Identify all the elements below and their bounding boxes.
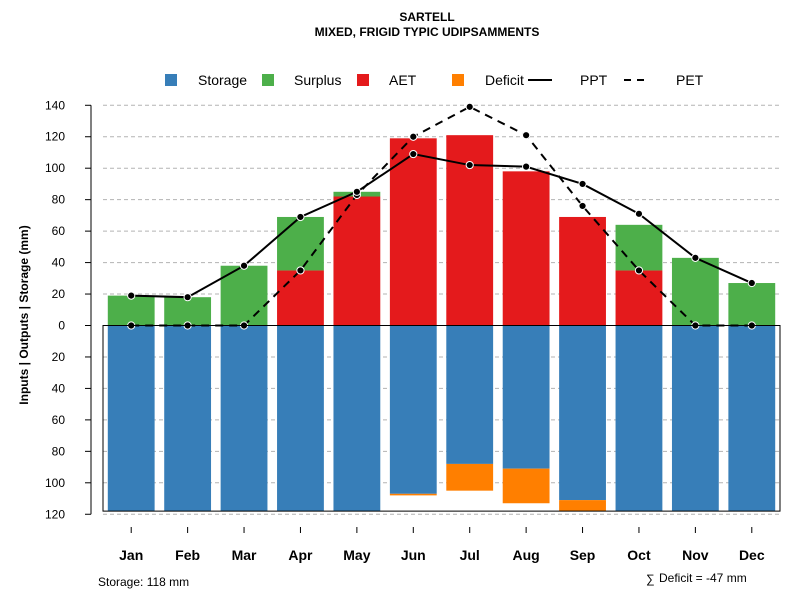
bar-deficit-sep <box>559 500 606 512</box>
bar-surplus-dec <box>728 283 776 326</box>
legend-label-aet: AET <box>389 72 417 88</box>
point-pet-jul <box>465 102 474 111</box>
x-tick-label-jul: Jul <box>460 547 480 563</box>
bar-aet-may <box>333 196 381 326</box>
y-tick-label--60: 60 <box>52 413 66 427</box>
legend-label-surplus: Surplus <box>294 72 341 88</box>
x-tick-label-jan: Jan <box>119 547 143 563</box>
deficit-annotation: Deficit = -47 mm <box>659 571 747 585</box>
deficit-sum-symbol: ∑ <box>646 572 655 586</box>
y-tick-label--40: 40 <box>52 381 66 395</box>
legend-swatch-aet <box>357 74 369 86</box>
point-ppt-jun <box>409 149 418 159</box>
legend-label-deficit: Deficit <box>485 72 524 88</box>
bar-surplus-nov <box>671 257 719 326</box>
bar-aet-aug <box>502 171 550 326</box>
y-tick-label-80: 80 <box>52 193 66 207</box>
y-axis-label: Inputs | Outputs | Storage (mm) <box>17 225 31 404</box>
point-ppt-jul <box>465 160 474 170</box>
y-tick-label-60: 60 <box>52 224 66 238</box>
legend-label-ppt: PPT <box>580 72 608 88</box>
legend-swatch-storage <box>165 74 177 86</box>
y-tick-label-0: 0 <box>58 319 65 333</box>
legend-swatch-deficit <box>452 74 464 86</box>
point-pet-aug <box>522 131 531 140</box>
point-pet-oct <box>634 266 644 275</box>
bar-storage-aug <box>502 325 550 469</box>
point-ppt-jan <box>127 291 136 300</box>
x-tick-label-aug: Aug <box>513 547 540 563</box>
point-ppt-mar <box>239 261 249 270</box>
y-tick-label-140: 140 <box>45 98 65 112</box>
bar-surplus-mar <box>220 265 268 326</box>
point-ppt-may <box>352 187 361 196</box>
bar-surplus-feb <box>164 297 212 326</box>
y-tick-label--80: 80 <box>52 444 66 458</box>
bar-surplus-apr <box>277 216 324 271</box>
point-ppt-apr <box>296 212 305 222</box>
point-ppt-dec <box>747 278 756 288</box>
bar-deficit-jul <box>446 463 494 491</box>
point-ppt-feb <box>183 293 192 302</box>
bar-storage-may <box>333 325 381 512</box>
legend-swatch-surplus <box>262 74 274 86</box>
bar-aet-sep <box>559 216 606 326</box>
x-tick-label-sep: Sep <box>570 547 596 563</box>
point-ppt-sep <box>578 179 587 189</box>
bar-surplus-oct <box>615 224 663 271</box>
bar-aet-apr <box>277 270 324 326</box>
storage-annotation: Storage: 118 mm <box>98 575 189 589</box>
y-tick-label-40: 40 <box>52 256 66 270</box>
x-tick-label-jun: Jun <box>401 547 426 563</box>
y-tick-label--20: 20 <box>52 350 66 364</box>
x-tick-label-mar: Mar <box>232 547 257 563</box>
bars <box>107 135 776 512</box>
x-tick-label-may: May <box>343 547 370 563</box>
bar-surplus-jan <box>107 295 155 326</box>
point-pet-apr <box>296 266 305 275</box>
x-tick-label-dec: Dec <box>739 547 765 563</box>
bar-storage-dec <box>728 325 776 512</box>
chart-title: SARTELL <box>399 10 454 24</box>
x-tick-label-oct: Oct <box>627 547 651 563</box>
legend: Storage Surplus AET Deficit PPT PET <box>165 72 704 88</box>
bar-storage-sep <box>559 325 606 501</box>
bar-deficit-aug <box>502 468 550 504</box>
legend-label-storage: Storage <box>198 72 247 88</box>
x-tick-label-feb: Feb <box>175 547 200 563</box>
point-ppt-aug <box>522 162 531 171</box>
bar-storage-feb <box>164 325 212 512</box>
x-tick-label-nov: Nov <box>682 547 709 563</box>
bar-storage-jun <box>389 325 437 494</box>
y-tick-label-100: 100 <box>45 161 65 175</box>
point-ppt-nov <box>691 253 700 262</box>
storage-frame <box>102 325 781 512</box>
legend-label-pet: PET <box>676 72 704 88</box>
point-pet-sep <box>578 201 587 211</box>
bar-storage-jan <box>107 325 155 512</box>
point-pet-jun <box>409 132 418 141</box>
bar-storage-apr <box>277 325 324 512</box>
y-tick-label--120: 120 <box>45 507 65 521</box>
y-tick-label--100: 100 <box>45 476 65 490</box>
x-tick-label-apr: Apr <box>288 547 313 563</box>
bar-deficit-jun <box>389 493 437 496</box>
gridlines <box>103 104 780 515</box>
bar-storage-jul <box>446 325 494 464</box>
chart-subtitle: MIXED, FRIGID TYPIC UDIPSAMMENTS <box>315 25 540 39</box>
line-ppt <box>131 152 753 299</box>
bar-storage-oct <box>615 325 663 512</box>
y-tick-label-120: 120 <box>45 130 65 144</box>
bar-storage-mar <box>220 325 268 512</box>
bar-aet-oct <box>615 270 663 326</box>
bar-storage-nov <box>671 325 719 512</box>
bar-aet-jun <box>389 138 437 326</box>
axes: 140 120 100 80 60 40 20 0 20 40 60 80 100 120 Jan Feb Ma… <box>45 98 781 563</box>
point-ppt-oct <box>634 209 644 218</box>
y-tick-label-20: 20 <box>52 287 66 301</box>
